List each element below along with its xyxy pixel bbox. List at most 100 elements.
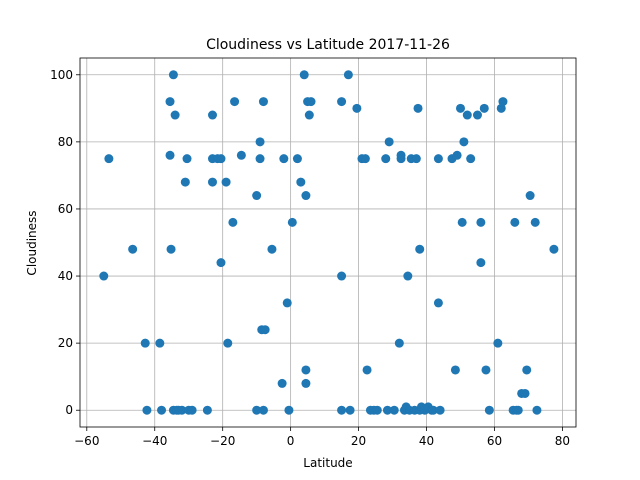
data-point	[236, 150, 246, 160]
data-point	[166, 244, 176, 254]
data-point	[415, 244, 425, 254]
x-tick-label: 60	[487, 434, 502, 448]
y-tick-label: 0	[65, 403, 73, 417]
data-point	[221, 177, 231, 187]
x-axis-label: Latitude	[303, 456, 352, 470]
y-tick-label: 40	[58, 269, 73, 283]
grid-layer	[80, 58, 576, 427]
data-point	[267, 244, 277, 254]
data-point	[216, 258, 226, 268]
data-point	[452, 150, 462, 160]
data-point	[292, 154, 302, 164]
data-point	[525, 191, 535, 201]
data-point	[381, 154, 391, 164]
data-point	[476, 217, 486, 227]
data-point	[287, 217, 297, 227]
y-tick-label: 60	[58, 202, 73, 216]
x-tick-label: 80	[555, 434, 570, 448]
data-point	[187, 405, 197, 415]
x-tick-label: −40	[142, 434, 167, 448]
data-point	[337, 97, 347, 107]
data-point	[433, 154, 443, 164]
points-layer	[99, 70, 559, 415]
data-point	[216, 154, 226, 164]
data-point	[170, 110, 180, 120]
data-point	[413, 103, 423, 113]
data-point	[157, 405, 167, 415]
data-point	[165, 150, 175, 160]
data-point	[306, 97, 316, 107]
data-point	[142, 405, 152, 415]
data-point	[459, 137, 469, 147]
data-point	[230, 97, 240, 107]
y-axis-label: Cloudiness	[25, 210, 39, 275]
data-point	[479, 103, 489, 113]
data-point	[394, 338, 404, 348]
data-point	[180, 177, 190, 187]
data-point	[455, 103, 465, 113]
axes-layer	[79, 57, 577, 428]
data-point	[301, 365, 311, 375]
data-point	[362, 365, 372, 375]
data-point	[384, 137, 394, 147]
data-point	[301, 378, 311, 388]
data-point	[476, 258, 486, 268]
data-point	[549, 244, 559, 254]
data-point	[513, 405, 523, 415]
data-point	[433, 298, 443, 308]
data-point	[345, 405, 355, 415]
data-point	[450, 365, 460, 375]
data-point	[155, 338, 165, 348]
data-point	[252, 191, 262, 201]
data-point	[207, 177, 217, 187]
data-point	[258, 405, 268, 415]
data-point	[403, 271, 413, 281]
data-point	[389, 405, 399, 415]
data-point	[530, 217, 540, 227]
data-point	[343, 70, 353, 80]
y-tick-label: 100	[50, 68, 73, 82]
data-point	[428, 405, 438, 415]
data-point	[301, 191, 311, 201]
data-point	[411, 154, 421, 164]
data-point	[177, 405, 187, 415]
data-point	[260, 325, 270, 335]
x-tick-label: 20	[351, 434, 366, 448]
data-point	[435, 405, 445, 415]
data-point	[277, 378, 287, 388]
data-point	[255, 137, 265, 147]
data-point	[304, 110, 314, 120]
data-point	[352, 103, 362, 113]
x-tick-label: −20	[210, 434, 235, 448]
data-point	[466, 154, 476, 164]
data-point	[522, 365, 532, 375]
data-point	[104, 154, 114, 164]
data-point	[337, 271, 347, 281]
data-point	[296, 177, 306, 187]
data-point	[462, 110, 472, 120]
data-point	[128, 244, 138, 254]
data-point	[279, 154, 289, 164]
data-point	[532, 405, 542, 415]
x-tick-label: 40	[419, 434, 434, 448]
data-point	[223, 338, 233, 348]
data-point	[255, 154, 265, 164]
data-point	[168, 70, 178, 80]
data-point	[228, 217, 238, 227]
data-point	[510, 217, 520, 227]
data-point	[140, 338, 150, 348]
y-tick-label: 80	[58, 135, 73, 149]
y-tick-label: 20	[58, 336, 73, 350]
plot-frame	[79, 57, 577, 428]
data-point	[207, 110, 217, 120]
chart-title: Cloudiness vs Latitude 2017-11-26	[206, 37, 450, 53]
data-point	[202, 405, 212, 415]
data-point	[484, 405, 494, 415]
data-point	[520, 388, 530, 398]
x-tick-label: 0	[287, 434, 295, 448]
data-point	[472, 110, 482, 120]
data-point	[360, 154, 370, 164]
data-point	[282, 298, 292, 308]
